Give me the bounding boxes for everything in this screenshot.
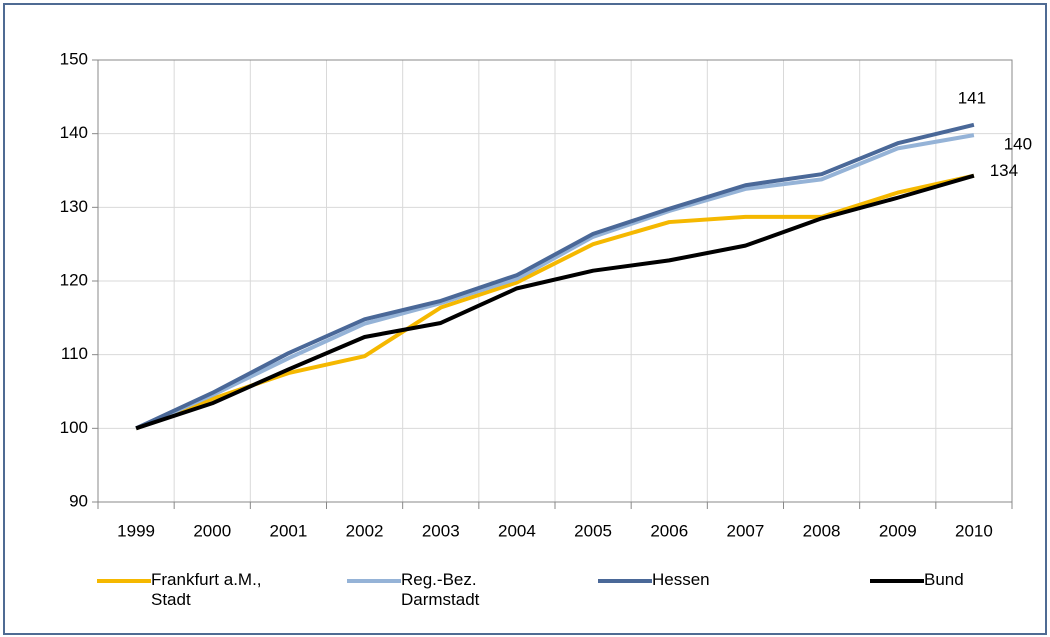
- x-tick-label: 2010: [955, 521, 993, 540]
- series-line: [135, 133, 975, 431]
- series-line: [135, 173, 975, 431]
- legend-label: Reg.-Bez. Darmstadt: [401, 570, 480, 609]
- x-tick-label: 2000: [193, 521, 231, 540]
- series-line: [135, 173, 975, 431]
- y-tick-label: 120: [60, 270, 88, 289]
- legend-swatch: [598, 579, 652, 583]
- x-tick-label: 2001: [270, 521, 308, 540]
- legend-swatch: [97, 579, 151, 583]
- x-tick-label: 2006: [650, 521, 688, 540]
- x-tick-label: 2004: [498, 521, 536, 540]
- series-line: [135, 122, 975, 431]
- y-tick-label: 150: [60, 49, 88, 68]
- y-tick-label: 90: [69, 491, 88, 510]
- legend-label: Frankfurt a.M., Stadt: [151, 570, 262, 609]
- legend-swatch: [870, 579, 924, 583]
- legend-item: Reg.-Bez. Darmstadt: [347, 570, 526, 610]
- end-label: 141: [958, 88, 986, 107]
- legend-item: Bund: [870, 570, 1049, 590]
- legend-label: Hessen: [652, 570, 710, 589]
- x-tick-label: 2002: [346, 521, 384, 540]
- legend-label: Bund: [924, 570, 964, 589]
- y-tick-label: 130: [60, 197, 88, 216]
- y-tick-label: 140: [60, 123, 88, 142]
- end-label: 134: [990, 161, 1018, 180]
- x-tick-label: 1999: [117, 521, 155, 540]
- x-tick-label: 2009: [879, 521, 917, 540]
- x-tick-label: 2008: [803, 521, 841, 540]
- end-label: 140: [1004, 135, 1032, 154]
- chart-frame: [3, 3, 1047, 635]
- y-tick-label: 100: [60, 418, 88, 437]
- legend-item: Hessen: [598, 570, 777, 590]
- legend-item: Frankfurt a.M., Stadt: [97, 570, 276, 610]
- x-tick-label: 2003: [422, 521, 460, 540]
- y-tick-label: 110: [61, 344, 88, 363]
- legend-swatch: [347, 579, 401, 583]
- x-tick-label: 2007: [727, 521, 765, 540]
- x-tick-label: 2005: [574, 521, 612, 540]
